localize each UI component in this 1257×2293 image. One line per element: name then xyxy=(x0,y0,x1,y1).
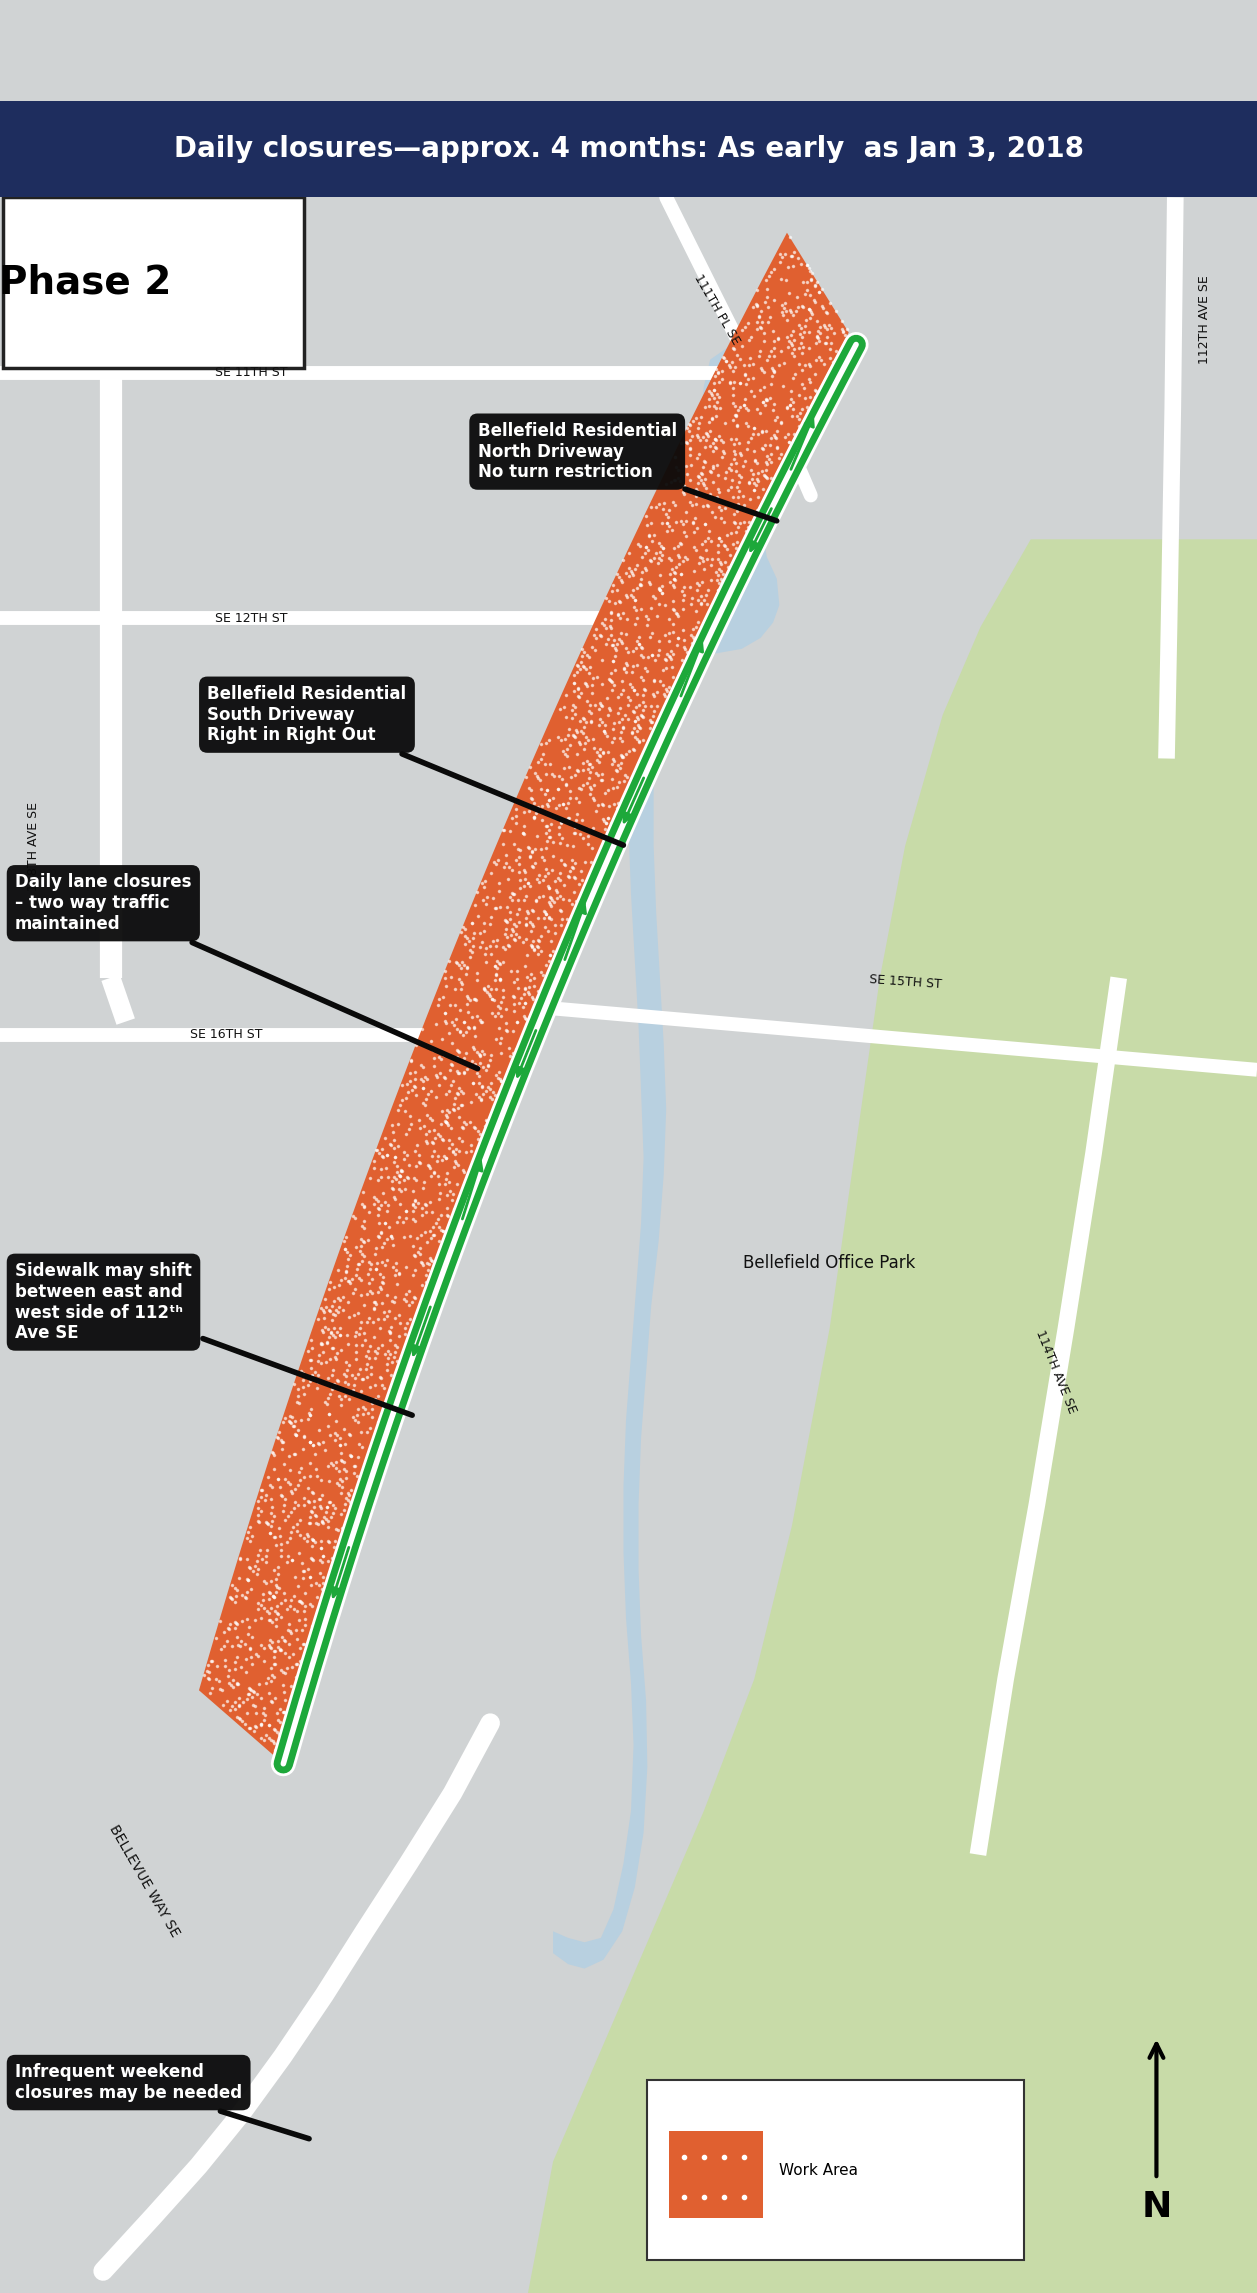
Text: Daily closures—approx. 4 months: As early  as Jan 3, 2018: Daily closures—approx. 4 months: As earl… xyxy=(173,135,1084,163)
Text: N: N xyxy=(1141,2190,1172,2224)
Text: SE 11TH ST: SE 11TH ST xyxy=(215,367,288,378)
Text: Phase 2: Phase 2 xyxy=(0,264,172,303)
Text: Bellefield Residential
South Driveway
Right in Right Out: Bellefield Residential South Driveway Ri… xyxy=(207,686,623,846)
Text: 112TH AVE SE: 112TH AVE SE xyxy=(1198,275,1210,365)
Text: 114TH AVE SE: 114TH AVE SE xyxy=(1033,1328,1079,1415)
Text: SE 12TH ST: SE 12TH ST xyxy=(215,612,288,624)
Polygon shape xyxy=(199,232,848,1756)
Text: 108TH AVE SE: 108TH AVE SE xyxy=(28,803,40,890)
FancyBboxPatch shape xyxy=(647,2080,1024,2261)
FancyBboxPatch shape xyxy=(3,197,304,369)
Text: Infrequent weekend
closures may be needed: Infrequent weekend closures may be neede… xyxy=(15,2064,309,2139)
Text: Bellefield Office Park: Bellefield Office Park xyxy=(743,1254,916,1273)
Text: Sidewalk may shift
between east and
west side of 112ᵗʰ
Ave SE: Sidewalk may shift between east and west… xyxy=(15,1261,412,1415)
Polygon shape xyxy=(553,644,672,1970)
FancyBboxPatch shape xyxy=(669,2130,763,2217)
Text: 111TH PL SE: 111TH PL SE xyxy=(691,271,742,346)
Text: Work Area: Work Area xyxy=(779,2162,859,2178)
Polygon shape xyxy=(676,346,779,654)
Text: BELLEVUE WAY SE: BELLEVUE WAY SE xyxy=(107,1823,182,1940)
Text: SE 15TH ST: SE 15TH ST xyxy=(869,972,941,991)
Text: SE 16TH ST: SE 16TH ST xyxy=(190,1027,263,1041)
FancyBboxPatch shape xyxy=(0,101,1257,197)
Text: Bellefield Residential
North Driveway
No turn restriction: Bellefield Residential North Driveway No… xyxy=(478,422,777,521)
Polygon shape xyxy=(528,539,1257,2293)
Text: Daily lane closures
– two way traffic
maintained: Daily lane closures – two way traffic ma… xyxy=(15,874,478,1069)
